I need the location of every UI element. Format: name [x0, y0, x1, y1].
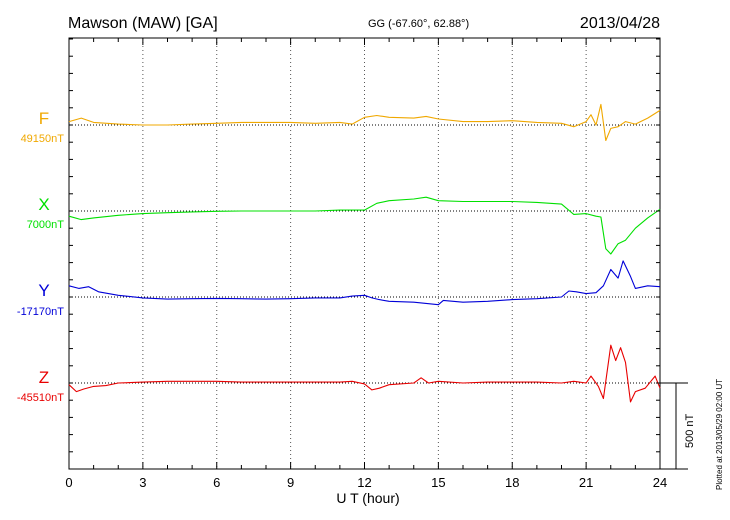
x-tick-label: 6	[213, 475, 220, 490]
series-line-f	[68, 103, 661, 142]
series-line-x	[68, 196, 661, 255]
channel-name-y: Y	[38, 281, 49, 300]
x-tick-label: 3	[139, 475, 146, 490]
baseline-value-f: 49150nT	[21, 133, 65, 145]
channel-labels: F 49150nT X 7000nT Y -17170nT Z -45510nT	[17, 109, 64, 404]
series-group	[68, 103, 661, 403]
grid-lines	[142, 38, 587, 469]
station-coords: GG (-67.60°, 62.88°)	[368, 18, 469, 30]
scale-bar-label: 500 nT	[684, 413, 696, 448]
axis-ticks: 0 3 6 9 12 15 18 21 24	[65, 38, 667, 490]
plotted-note: Plotted at 2013/05/29 02:00 UT	[715, 379, 724, 490]
channel-name-f: F	[39, 109, 49, 128]
x-tick-label: 18	[505, 475, 519, 490]
channel-name-x: X	[38, 195, 49, 214]
x-axis-label: U T (hour)	[336, 490, 399, 506]
x-tick-label: 21	[579, 475, 593, 490]
channel-name-z: Z	[39, 368, 49, 387]
date-label: 2013/04/28	[580, 15, 660, 32]
baseline-value-z: -45510nT	[17, 392, 64, 404]
x-tick-label: 15	[431, 475, 445, 490]
series-line-z	[68, 344, 661, 403]
series-line-y	[68, 260, 661, 306]
station-title: Mawson (MAW) [GA]	[68, 15, 218, 32]
x-tick-label: 12	[357, 475, 371, 490]
scale-bar: 500 nT	[660, 382, 696, 470]
x-tick-label: 24	[653, 475, 667, 490]
x-tick-label: 0	[65, 475, 72, 490]
x-tick-label: 9	[287, 475, 294, 490]
baseline-value-y: -17170nT	[17, 306, 64, 318]
baseline-value-x: 7000nT	[27, 219, 65, 231]
